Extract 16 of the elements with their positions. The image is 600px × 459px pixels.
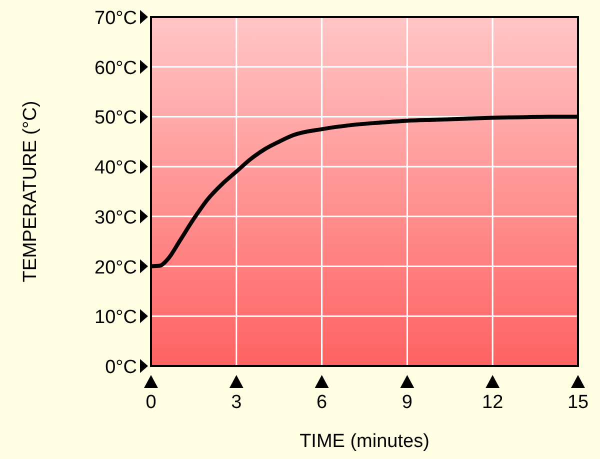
x-tick-label: 6 [316,392,328,413]
x-axis-title: TIME (minutes) [300,431,430,452]
x-tick-label: 15 [567,392,589,413]
y-tick-label: 10°C [94,307,137,328]
y-tick-label: 50°C [94,108,137,129]
y-tick-label: 0°C [105,357,137,378]
y-tick-label: 70°C [94,8,137,29]
y-tick-label: 40°C [94,158,137,179]
y-axis-title: TEMPERATURE (°C) [20,100,41,282]
x-tick-label: 12 [482,392,504,413]
x-tick-label: 0 [146,392,156,413]
y-tick-label: 20°C [94,257,137,278]
x-tick-label: 3 [231,392,242,413]
x-tick-label: 9 [402,392,412,413]
y-tick-label: 30°C [94,207,137,228]
y-tick-label: 60°C [94,58,137,79]
